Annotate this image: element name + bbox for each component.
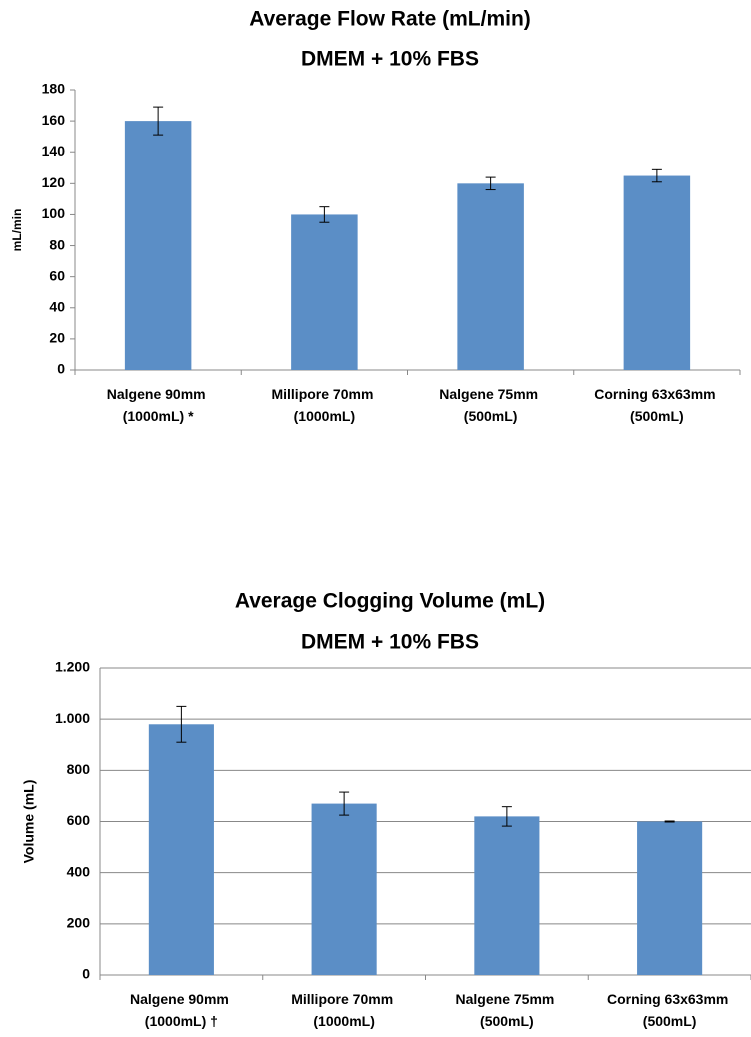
y-tick-label: 40 <box>49 298 65 314</box>
label-line: Corning 63x63mm <box>607 991 732 1007</box>
bar <box>311 803 377 975</box>
error-bar <box>501 806 512 827</box>
label-line: Millipore 70mm <box>291 991 397 1007</box>
label-line: (1000mL) <box>294 408 355 424</box>
y-tick-label: 180 <box>42 81 66 97</box>
x-tick-label: Corning 63x63mm (500mL) <box>607 991 732 1029</box>
y-tick-label: 60 <box>49 267 65 283</box>
x-tick-label: Nalgene 90mm (1000mL) † <box>130 991 233 1029</box>
y-tick-label: 1.200 <box>55 659 90 675</box>
y-tick-label: 200 <box>67 915 91 931</box>
label-line: Corning 63x63mm <box>594 386 719 402</box>
y-tick-label: 120 <box>42 174 66 190</box>
label-line: Nalgene 90mm <box>107 386 210 402</box>
label-line: Nalgene 90mm <box>130 991 233 1007</box>
label-line: (500mL) <box>630 408 684 424</box>
label-line: Nalgene 75mm <box>439 386 542 402</box>
label-line: (1000mL) <box>313 1013 374 1029</box>
error-bar <box>319 206 330 223</box>
bar <box>637 821 703 975</box>
y-axis-label: Volume (mL) <box>21 780 37 864</box>
y-tick-label: 400 <box>67 863 91 879</box>
label-line: (500mL) <box>480 1013 534 1029</box>
y-tick-label: 800 <box>67 761 91 777</box>
y-tick-label: 100 <box>42 205 66 221</box>
label-line: (1000mL) † <box>145 1013 218 1029</box>
error-bar <box>153 106 164 136</box>
y-tick-label: 600 <box>67 812 91 828</box>
chart-subtitle: DMEM + 10% FBS <box>301 631 479 654</box>
x-tick-label: Corning 63x63mm (500mL) <box>594 386 719 424</box>
bar <box>474 816 540 975</box>
y-tick-label: 0 <box>82 966 90 982</box>
y-tick-label: 1.000 <box>55 710 90 726</box>
y-tick-label: 0 <box>57 361 65 377</box>
chart-title: Average Clogging Volume (mL) <box>235 590 545 613</box>
bar <box>623 175 691 370</box>
chart-subtitle: DMEM + 10% FBS <box>301 48 479 71</box>
label-line: (1000mL) * <box>123 408 194 424</box>
x-tick-label: Nalgene 75mm (500mL) <box>439 386 542 424</box>
bar <box>457 183 524 370</box>
y-tick-label: 160 <box>42 112 66 128</box>
y-tick-label: 20 <box>49 330 65 346</box>
error-bar <box>485 176 496 191</box>
y-axis-label: mL/min <box>10 209 24 252</box>
label-line: (500mL) <box>464 408 518 424</box>
error-bar <box>664 820 675 823</box>
x-tick-label: Nalgene 75mm (500mL) <box>456 991 559 1029</box>
y-tick-label: 140 <box>42 143 66 159</box>
label-line: Nalgene 75mm <box>456 991 559 1007</box>
bar <box>148 724 214 975</box>
error-bar <box>339 791 350 816</box>
y-tick-label: 80 <box>49 236 65 252</box>
x-tick-label: Millipore 70mm (1000mL) <box>271 386 377 424</box>
bar <box>291 214 358 370</box>
label-line: (500mL) <box>643 1013 697 1029</box>
label-line: Millipore 70mm <box>271 386 377 402</box>
error-bar <box>176 705 187 743</box>
chart-title: Average Flow Rate (mL/min) <box>249 8 531 31</box>
bar <box>124 121 192 370</box>
error-bar <box>651 168 662 183</box>
x-tick-label: Millipore 70mm (1000mL) <box>291 991 397 1029</box>
x-tick-label: Nalgene 90mm (1000mL) * <box>107 386 210 424</box>
